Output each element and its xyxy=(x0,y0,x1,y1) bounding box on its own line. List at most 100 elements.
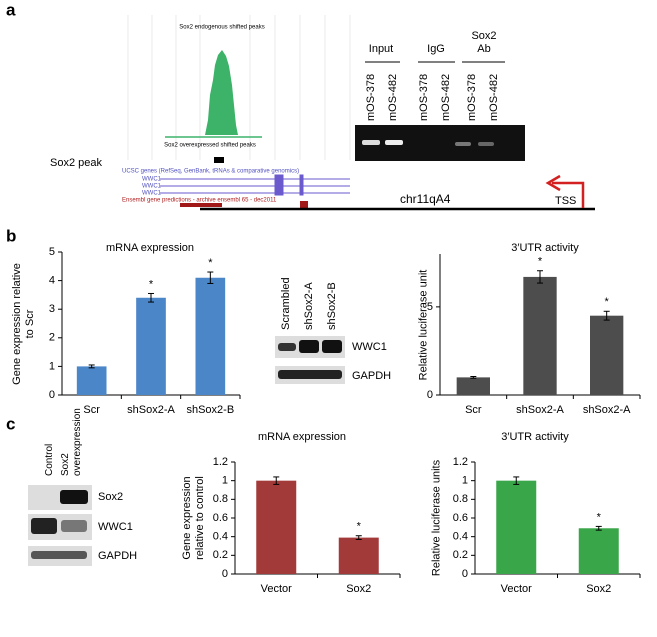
y-tick-label: 0.4 xyxy=(213,531,228,543)
error-bar xyxy=(88,364,95,369)
lane-label: shSox2-B xyxy=(326,282,338,330)
error-bar xyxy=(470,375,477,379)
y-tick-label: 1 xyxy=(49,360,55,372)
lane-label: Control xyxy=(44,443,55,476)
gene-models xyxy=(160,174,350,196)
bar xyxy=(590,315,624,395)
lane-label: mOS-378 xyxy=(365,74,377,121)
gel-band xyxy=(455,142,471,146)
lane-label-block: Control xyxy=(44,388,56,476)
group-label: Sox2 Ab xyxy=(471,30,497,55)
error-bar xyxy=(595,525,602,531)
bar xyxy=(338,537,379,574)
y-tick-label: 0.6 xyxy=(213,512,228,524)
y-tick-label: 1.2 xyxy=(213,456,228,468)
error-bar xyxy=(603,310,610,321)
gene-label: WWC1 xyxy=(142,184,162,190)
bar xyxy=(195,277,226,395)
significance-mark: * xyxy=(597,511,602,523)
x-tick-label: Sox2 xyxy=(346,583,371,595)
gel-band xyxy=(385,140,403,145)
bar xyxy=(523,276,557,395)
blot-band xyxy=(278,370,342,379)
lane-label: mOS-482 xyxy=(488,74,500,121)
y-tick-label: 5 xyxy=(427,301,433,313)
band-label: GAPDH xyxy=(98,550,137,562)
band-label: WWC1 xyxy=(98,521,133,533)
error-bar xyxy=(148,292,154,303)
panel-label: b xyxy=(6,226,16,245)
peak-histogram xyxy=(205,50,238,135)
lane-label: shSox2-A xyxy=(303,282,315,330)
error-bar xyxy=(537,270,543,284)
error-bar xyxy=(207,271,214,284)
browser-frame xyxy=(127,15,351,160)
y-tick-label: 5 xyxy=(49,246,55,258)
y-tick-label: 1 xyxy=(462,475,468,487)
y-tick-label: 0.2 xyxy=(213,549,228,561)
y-tick-label: 1 xyxy=(222,475,228,487)
error-bar xyxy=(273,476,280,485)
gel-band xyxy=(362,140,380,145)
y-tick-label: 0 xyxy=(49,389,55,401)
significance-mark: * xyxy=(605,296,610,308)
significance-mark: * xyxy=(208,257,213,269)
tss-label: TSS xyxy=(555,195,576,207)
y-tick-label: 0 xyxy=(427,389,433,401)
track-label: Ensembl gene predictions - archive ensem… xyxy=(122,198,277,204)
locus-label: chr11qA4 xyxy=(400,192,451,206)
significance-mark: * xyxy=(149,278,154,290)
lane-label: Sox2 overexpression xyxy=(60,408,83,476)
x-tick-label: Vector xyxy=(501,583,533,595)
y-axis-label: Relative luciferase unit xyxy=(417,269,430,380)
blot-band xyxy=(299,340,319,353)
x-tick-label: shSox2-A xyxy=(583,404,631,416)
y-tick-label: 0.4 xyxy=(453,531,468,543)
bar xyxy=(136,297,166,395)
blot-band xyxy=(278,343,296,351)
x-tick-label: shSox2-A xyxy=(516,404,564,416)
chart-title: 3′UTR activity xyxy=(511,242,579,254)
blot-band xyxy=(31,551,87,559)
x-tick-label: shSox2-B xyxy=(186,404,234,416)
lane-label: mOS-378 xyxy=(418,74,430,121)
panel-label: a xyxy=(6,0,16,19)
lane-label: Scrambled xyxy=(280,277,292,330)
x-tick-label: shSox2-A xyxy=(127,404,175,416)
group-label: IgG xyxy=(427,43,445,55)
error-bar xyxy=(513,476,520,485)
blot-band xyxy=(61,520,87,532)
y-axis-label: Relative luciferase units xyxy=(430,459,443,577)
chart-title: 3′UTR activity xyxy=(501,431,569,443)
blot-band xyxy=(31,518,57,534)
y-axis-label: Gene expression relative to control xyxy=(181,476,206,560)
peak-marker xyxy=(214,157,224,163)
panel-label: c xyxy=(6,414,15,433)
y-tick-label: 0.8 xyxy=(213,493,228,505)
x-tick-label: Scr xyxy=(465,404,482,416)
y-tick-label: 4 xyxy=(49,275,55,287)
blot-band xyxy=(322,340,342,353)
band-label: Sox2 xyxy=(98,491,123,503)
tss-arrowhead xyxy=(545,174,561,192)
bar xyxy=(256,480,297,574)
lane-label: mOS-482 xyxy=(440,74,452,121)
significance-mark: * xyxy=(538,256,543,268)
y-tick-label: 0 xyxy=(462,568,468,580)
band-label: WWC1 xyxy=(352,341,387,353)
x-tick-label: Vector xyxy=(261,583,293,595)
peak-label: Sox2 peak xyxy=(50,157,102,169)
bar xyxy=(76,366,107,395)
group-label: Input xyxy=(368,43,394,55)
gene-label: WWC1 xyxy=(142,177,162,183)
track-label: Sox2 endogenous shifted peaks xyxy=(179,25,264,31)
blot-band xyxy=(60,490,88,504)
band-label: GAPDH xyxy=(352,370,391,382)
y-tick-label: 2 xyxy=(49,332,55,344)
error-bar xyxy=(355,535,362,540)
track-label: UCSC genes (RefSeq, GenBank, tRNAs & com… xyxy=(122,169,299,175)
gel-band xyxy=(478,142,494,146)
lane-label: mOS-378 xyxy=(466,74,478,121)
